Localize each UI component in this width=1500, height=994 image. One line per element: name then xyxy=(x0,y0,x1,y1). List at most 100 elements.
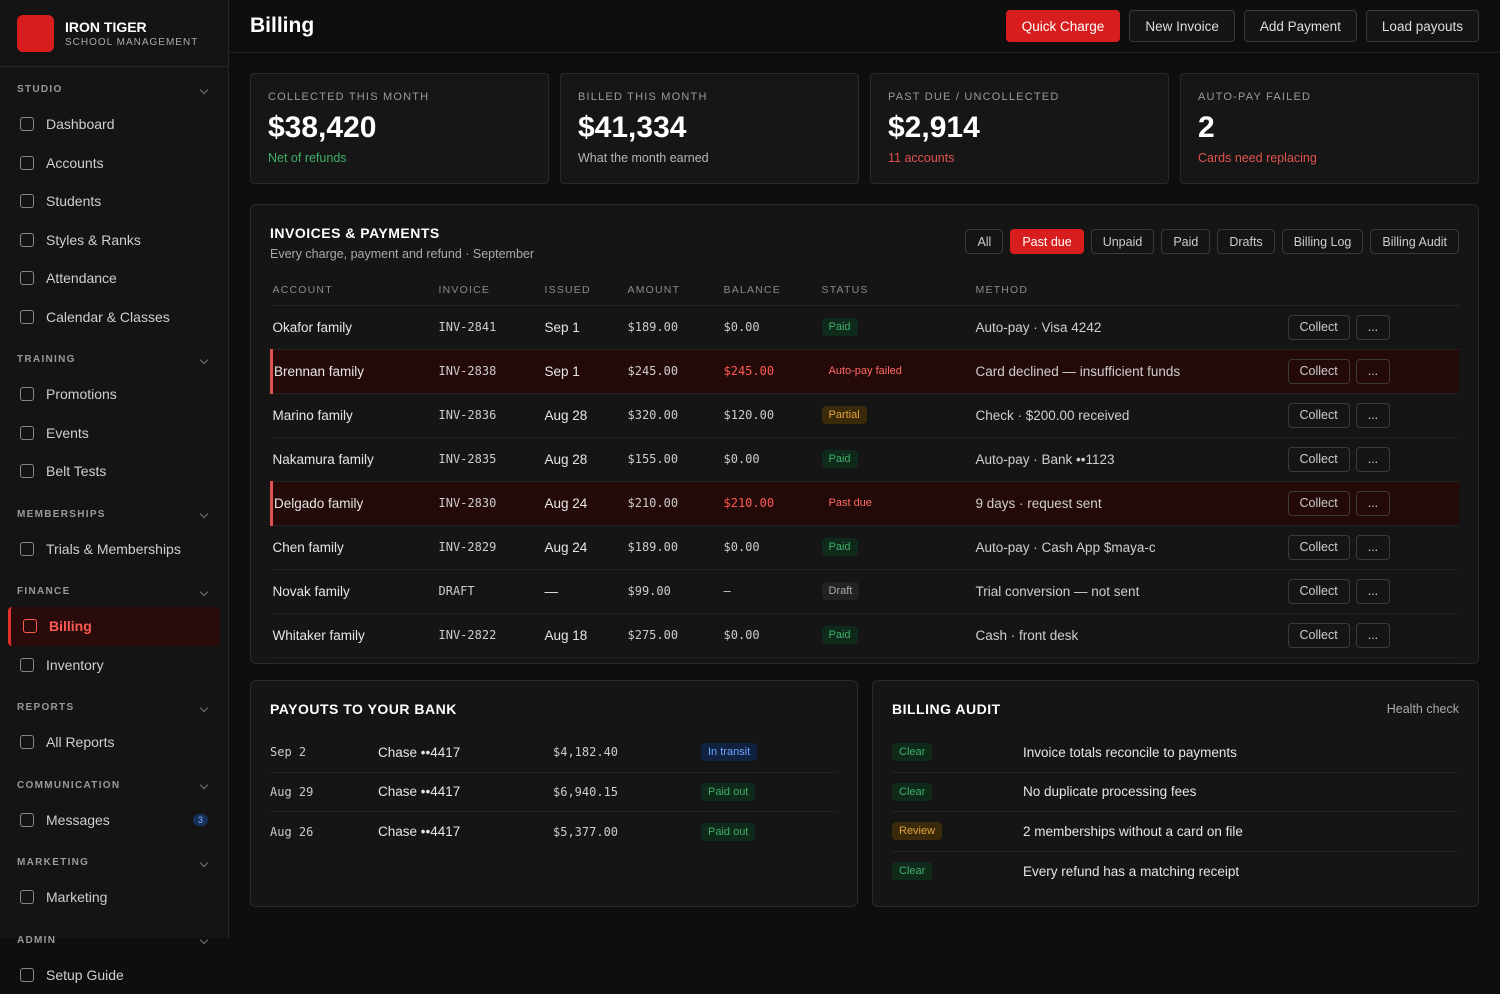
more-button[interactable]: ... xyxy=(1356,403,1390,428)
nav-section[interactable]: STUDIO xyxy=(0,74,228,105)
nav-item[interactable]: Marketing xyxy=(0,878,228,917)
account: Delgado family xyxy=(272,481,438,525)
nav-label: Inventory xyxy=(46,657,104,673)
more-button[interactable]: ... xyxy=(1356,623,1390,648)
nav-section[interactable]: REPORTS xyxy=(0,692,228,723)
status-cell: Paid xyxy=(821,613,975,657)
filter-chip[interactable]: All xyxy=(965,229,1003,254)
nav-label: Marketing xyxy=(46,889,107,905)
nav-item[interactable]: Trials & Memberships xyxy=(0,530,228,569)
collect-button[interactable]: Collect xyxy=(1288,315,1350,340)
more-button[interactable]: ... xyxy=(1356,447,1390,472)
collect-button[interactable]: Collect xyxy=(1288,491,1350,516)
nav-item[interactable]: Students xyxy=(0,182,228,221)
collect-button[interactable]: Collect xyxy=(1288,623,1350,648)
method: Trial conversion — not sent xyxy=(975,569,1287,613)
issued: Aug 18 xyxy=(544,613,627,657)
filter-chip[interactable]: Drafts xyxy=(1217,229,1274,254)
nav-section[interactable]: TRAINING xyxy=(0,344,228,375)
issued: Sep 1 xyxy=(544,349,627,393)
nav-item[interactable]: All Reports xyxy=(0,723,228,762)
nav-icon xyxy=(20,968,34,982)
collect-button[interactable]: Collect xyxy=(1288,535,1350,560)
nav-section[interactable]: MEMBERSHIPS xyxy=(0,499,228,530)
header-button[interactable]: Add Payment xyxy=(1244,10,1357,42)
payout-status: Paid out xyxy=(701,823,755,841)
nav-item[interactable]: Inventory xyxy=(0,646,228,685)
invoice-id: INV-2835 xyxy=(438,437,544,481)
nav-item[interactable]: Billing xyxy=(8,607,220,646)
more-button[interactable]: ... xyxy=(1356,359,1390,384)
nav-item[interactable]: Promotions xyxy=(0,375,228,414)
nav-label: Students xyxy=(46,193,101,209)
header-button[interactable]: New Invoice xyxy=(1129,10,1235,42)
nav-item[interactable]: Dashboard xyxy=(0,105,228,144)
header-button[interactable]: Load payouts xyxy=(1366,10,1479,42)
nav-icon xyxy=(20,233,34,247)
nav-item[interactable]: Accounts xyxy=(0,144,228,183)
invoices-panel: INVOICES & PAYMENTS Every charge, paymen… xyxy=(250,204,1479,664)
nav-item[interactable]: Calendar & Classes xyxy=(0,298,228,337)
filter-chip[interactable]: Unpaid xyxy=(1091,229,1155,254)
health-check-link[interactable]: Health check xyxy=(1387,702,1459,716)
nav-item[interactable]: Styles & Ranks xyxy=(0,221,228,260)
payout-date: Aug 26 xyxy=(270,825,378,839)
more-button[interactable]: ... xyxy=(1356,491,1390,516)
payout-amount: $6,940.15 xyxy=(553,785,701,799)
filter-chip[interactable]: Billing Audit xyxy=(1370,229,1459,254)
amount: $245.00 xyxy=(627,349,723,393)
nav-label: Setup Guide xyxy=(46,967,124,983)
stat-value: 2 xyxy=(1198,111,1461,147)
status-cell: Paid xyxy=(821,525,975,569)
nav-item[interactable]: Events xyxy=(0,414,228,453)
status-cell: Past due xyxy=(821,481,975,525)
chevron xyxy=(200,781,208,789)
chevron xyxy=(200,85,208,93)
issued: Aug 28 xyxy=(544,437,627,481)
collect-button[interactable]: Collect xyxy=(1288,447,1350,472)
collect-button[interactable]: Collect xyxy=(1288,359,1350,384)
status-pill: Draft xyxy=(822,582,860,600)
method: Cash · front desk xyxy=(975,613,1287,657)
nav-section[interactable]: MARKETING xyxy=(0,847,228,878)
nav-label: Messages xyxy=(46,812,110,828)
amount: $189.00 xyxy=(627,525,723,569)
invoice-id: INV-2822 xyxy=(438,613,544,657)
more-button[interactable]: ... xyxy=(1356,579,1390,604)
header-button[interactable]: Quick Charge xyxy=(1006,10,1121,42)
nav-item[interactable]: Attendance xyxy=(0,259,228,298)
nav-icon xyxy=(20,194,34,208)
status-pill: Paid xyxy=(822,318,858,336)
brand-name: IRON TIGER xyxy=(65,19,198,35)
panel-title: PAYOUTS TO YOUR BANK xyxy=(270,701,838,717)
nav-item[interactable]: Setup Guide xyxy=(0,956,228,994)
audit-status: Clear xyxy=(892,783,932,801)
balance: $0.00 xyxy=(723,305,821,349)
issued: Aug 24 xyxy=(544,525,627,569)
filter-chip[interactable]: Paid xyxy=(1161,229,1210,254)
nav-section[interactable]: COMMUNICATION xyxy=(0,770,228,801)
nav-label: Attendance xyxy=(46,270,117,286)
collect-button[interactable]: Collect xyxy=(1288,403,1350,428)
collect-button[interactable]: Collect xyxy=(1288,579,1350,604)
nav-section[interactable]: FINANCE xyxy=(0,576,228,607)
payout-status: In transit xyxy=(701,743,757,761)
page-title: Billing xyxy=(250,14,997,38)
more-button[interactable]: ... xyxy=(1356,535,1390,560)
more-button[interactable]: ... xyxy=(1356,315,1390,340)
nav-section[interactable]: ADMIN xyxy=(0,925,228,956)
status-cell: Draft xyxy=(821,569,975,613)
filter-chip[interactable]: Billing Log xyxy=(1282,229,1364,254)
filter-chip[interactable]: Past due xyxy=(1010,229,1083,254)
nav-item[interactable]: Belt Tests xyxy=(0,452,228,491)
